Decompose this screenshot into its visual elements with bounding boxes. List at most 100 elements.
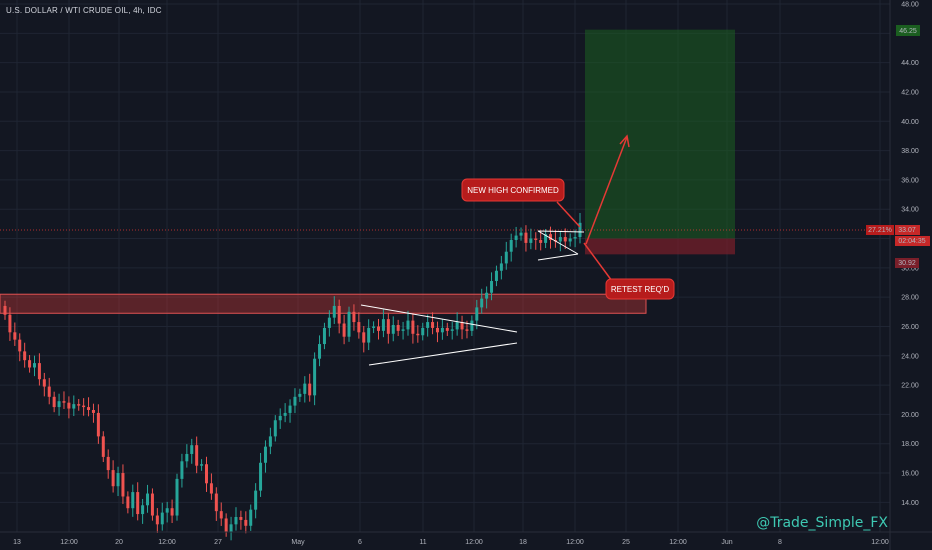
candle-body — [23, 351, 27, 361]
candle-body — [263, 446, 267, 463]
candle-body — [150, 493, 154, 516]
candle-body — [77, 404, 81, 406]
candle-body — [549, 234, 553, 240]
candle-body — [91, 410, 95, 413]
x-axis[interactable]: 13 12:00 20 12:00 27 May 6 11 12:00 18 12:00 25 12:0… — [0, 531, 932, 546]
candle-body — [72, 404, 76, 409]
candle-body — [52, 396, 56, 408]
candle-body — [519, 232, 523, 236]
triangle-lower-line — [368, 342, 518, 366]
candle-body — [62, 401, 66, 403]
candle-body — [362, 332, 366, 343]
last-price-text: 33.07 — [898, 227, 916, 234]
candle-body — [470, 320, 474, 331]
candle-body — [278, 415, 282, 421]
candle-body — [494, 270, 498, 282]
candle-body — [509, 239, 513, 252]
candle-body — [440, 327, 444, 333]
candle-body — [352, 311, 356, 323]
target-price-text: 46.25 — [899, 28, 917, 35]
candle-body — [180, 461, 184, 479]
countdown-tag — [895, 236, 930, 246]
candle-body — [254, 490, 258, 510]
candle-body — [539, 239, 543, 243]
target-price-tag — [896, 25, 920, 36]
x-tick-label: 12:00 — [60, 539, 78, 546]
candle-body — [283, 412, 287, 416]
candle-body — [475, 307, 479, 321]
candle-body — [514, 235, 518, 240]
x-tick-label: 11 — [419, 539, 426, 546]
candle-body — [450, 329, 454, 331]
x-tick-label: 27 — [214, 539, 222, 546]
candle-body — [268, 436, 272, 447]
candle-body — [332, 305, 336, 318]
candle-body — [347, 311, 351, 337]
countdown-text: 02:04:35 — [898, 238, 925, 245]
last-price-tag — [895, 225, 920, 235]
candle-body — [111, 470, 115, 487]
y-tick-label: 28.00 — [901, 295, 919, 302]
y-tick-label: 14.00 — [901, 500, 919, 507]
pennant-lower-line — [537, 253, 579, 261]
candle-body — [416, 333, 420, 336]
candle-body — [209, 483, 213, 494]
candle-body — [485, 292, 489, 299]
projection-arrow-line — [585, 136, 628, 245]
retest-callout-text: RETEST REQ'D — [611, 285, 670, 294]
candle-body — [568, 238, 572, 242]
grid-lines — [0, 0, 890, 532]
candle-body — [204, 464, 208, 484]
y-tick-label: 18.00 — [901, 441, 919, 448]
y-axis[interactable]: 48.0046.0044.0042.0040.0038.0036.0034.00… — [889, 0, 919, 550]
candle-body — [563, 237, 567, 242]
x-tick-label: 12:00 — [465, 539, 483, 546]
callouts-layer: NEW HIGH CONFIRMED RETEST REQ'D — [461, 178, 675, 300]
stop-zone — [585, 238, 735, 255]
candle-body — [322, 327, 326, 345]
y-tick-label: 38.00 — [901, 148, 919, 155]
candle-body — [57, 401, 61, 408]
x-tick-label: Jun — [721, 539, 732, 546]
candle-body — [313, 358, 317, 396]
candle-body — [381, 319, 385, 331]
candle-body — [229, 524, 233, 532]
candle-body — [558, 237, 562, 242]
x-tick-label: 13 — [13, 539, 21, 546]
candle-body — [18, 339, 22, 352]
candle-body — [293, 396, 297, 406]
x-tick-label: 12:00 — [669, 539, 687, 546]
arrow-to-new-high — [556, 201, 581, 228]
candle-body — [141, 505, 145, 515]
arrow-to-retest — [583, 242, 613, 282]
candle-body — [13, 332, 17, 340]
candle-body — [401, 329, 405, 331]
y-tick-label: 24.00 — [901, 353, 919, 360]
candle-body — [96, 412, 100, 437]
drawings-layer — [0, 134, 868, 366]
candle-body — [234, 517, 238, 525]
candle-body — [357, 322, 361, 333]
candle-body — [106, 456, 110, 471]
x-tick-label: 25 — [622, 539, 630, 546]
candle-body — [308, 383, 312, 396]
candle-body — [175, 478, 179, 516]
x-tick-label: 18 — [519, 539, 527, 546]
candle-body — [499, 263, 503, 271]
target-zone — [585, 29, 735, 239]
candle-body — [303, 383, 307, 394]
candle-body — [146, 493, 150, 506]
candle-body — [116, 473, 120, 487]
candle-body — [396, 324, 400, 331]
candle-body — [165, 508, 169, 513]
pennant-diagonal-line — [537, 230, 579, 255]
symbol-title: U.S. DOLLAR / WTI CRUDE OIL, 4h, IDC — [6, 6, 162, 15]
candle-body — [573, 237, 577, 239]
candle-body — [426, 322, 430, 328]
candle-body — [391, 324, 395, 334]
candle-body — [244, 519, 248, 526]
pennant-upper-line — [537, 230, 585, 233]
candle-body — [460, 322, 464, 330]
candle-body — [224, 518, 228, 532]
